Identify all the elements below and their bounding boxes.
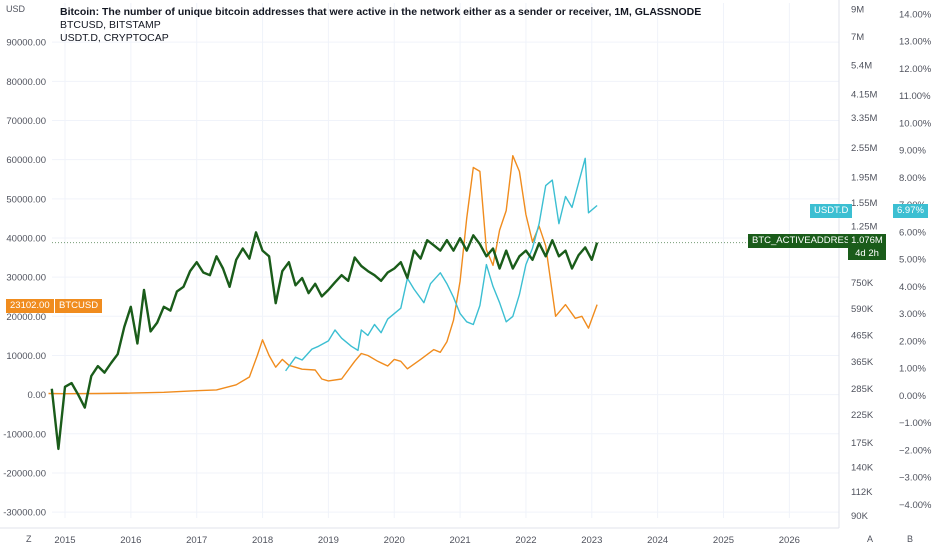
right-percent-tick-label: −4.00% [899,500,932,511]
series-line-btc-activeaddresses [50,231,599,451]
x-tick-label: 2021 [450,535,471,546]
right-address-tick-label: 1.55M [851,198,877,209]
addresses-countdown: 4d 2h [855,248,879,259]
right-percent-tick-label: 8.00% [899,173,926,184]
right-percent-tick-label: 0.00% [899,391,926,402]
left-tick-label: 20000.00 [6,312,46,323]
usdt-name-tag: USDT.D [810,204,853,218]
right-percent-tick-label: 10.00% [899,118,932,129]
right-percent-tick-label: 6.00% [899,227,926,238]
chart-legend: Bitcoin: The number of unique bitcoin ad… [60,6,701,45]
right-percent-tick-label: 5.00% [899,255,926,266]
right-percent-tick-label: −1.00% [899,418,932,429]
x-tick-label: 2019 [318,535,339,546]
usdt-value-tag: 6.97% [893,204,928,218]
right-address-tick-label: 2.55M [851,143,877,154]
right-percent-tick-label: 1.00% [899,364,926,375]
x-tick-label: 2020 [384,535,405,546]
right-percent-tick-label: 11.00% [899,91,931,102]
x-tick-label: 2024 [647,535,668,546]
addresses-value: 1.076M [851,235,883,246]
right-percent-tick-label: 9.00% [899,146,926,157]
right-percent-tick-label: 12.00% [899,64,932,75]
left-tick-label: 50000.00 [6,194,46,205]
timezone-button[interactable]: Z [26,534,32,544]
x-tick-label: 2022 [515,535,536,546]
left-tick-label: 30000.00 [6,273,46,284]
left-tick-label: 40000.00 [6,233,46,244]
addresses-name-tag: BTC_ACTIVEADDRESSES [748,234,874,248]
right-address-tick-label: 1.95M [851,173,877,184]
right-address-tick-label: 590K [851,304,874,315]
left-tick-label: 0.00 [28,390,47,401]
btcusd-name-tag: BTCUSD [55,299,103,313]
right-address-tick-label: 1.25M [851,222,877,233]
x-tick-label: 2018 [252,535,273,546]
right-address-tick-label: 175K [851,438,874,449]
left-tick-label: 80000.00 [6,77,46,88]
right-percent-tick-label: 13.00% [899,37,932,48]
right-address-tick-label: 5.4M [851,61,872,72]
right-address-tick-label: 4.15M [851,90,877,101]
right-address-tick-label: 90K [851,511,869,522]
left-tick-label: -10000.00 [3,429,46,440]
legend-title: Bitcoin: The number of unique bitcoin ad… [60,6,702,18]
right-address-tick-label: 3.35M [851,113,877,124]
x-tick-label: 2026 [779,535,800,546]
right-address-tick-label: 365K [851,357,874,368]
scale-mode-button[interactable]: B [907,534,914,544]
auto-scale-button[interactable]: A [867,534,874,544]
series-line-usdt-d [285,157,598,372]
right-percent-tick-label: 4.00% [899,282,926,293]
right-percent-tick-label: 14.00% [899,9,932,20]
right-address-tick-label: 465K [851,330,874,341]
right-percent-tick-label: −2.00% [899,445,932,456]
left-tick-label: 10000.00 [6,351,46,362]
left-tick-label: -20000.00 [3,468,46,479]
series-lines [48,154,839,451]
btcusd-price-tag: 23102.00 [6,299,54,313]
right-address-tick-label: 140K [851,462,874,473]
legend-usdt[interactable]: USDT.D, CRYPTOCAP [60,32,169,44]
left-tick-label: 60000.00 [6,155,46,166]
right-address-tick-label: 112K [851,487,873,498]
left-tick-label: -30000.00 [3,508,46,519]
right-address-tick-label: 750K [851,278,874,289]
legend-btcusd[interactable]: BTCUSD, BITSTAMP [60,19,161,31]
right-percent-tick-label: 3.00% [899,309,926,320]
right-address-tick-label: 225K [851,410,874,421]
right-address-tick-label: 7M [851,32,864,43]
addresses-value-tag: 1.076M 4d 2h [848,234,886,260]
grid-lines [52,3,839,518]
x-tick-label: 2016 [120,535,141,546]
series-line-btcusd [48,154,598,395]
right-address-tick-label: 9M [851,4,864,15]
x-tick-label: 2023 [581,535,602,546]
x-tick-label: 2025 [713,535,734,546]
left-axis-unit: USD [6,4,26,14]
right-address-tick-label: 285K [851,384,874,395]
x-tick-label: 2017 [186,535,207,546]
right-percent-tick-label: −3.00% [899,473,932,484]
left-tick-label: 70000.00 [6,116,46,127]
left-tick-label: 90000.00 [6,38,46,49]
right-percent-tick-label: 2.00% [899,336,926,347]
x-tick-label: 2015 [54,535,75,546]
